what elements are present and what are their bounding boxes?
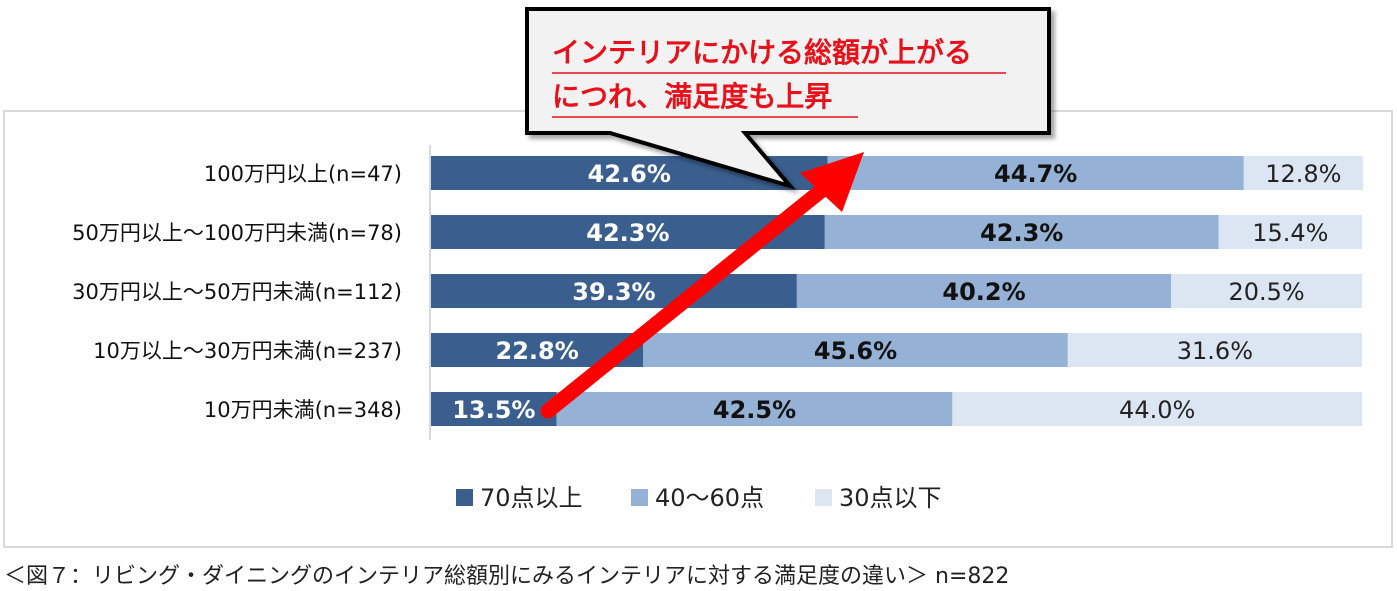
- bar-segment: [431, 392, 557, 426]
- bar-segment: [556, 392, 953, 426]
- legend-entry: 40〜60点: [655, 484, 764, 512]
- legend-entry: 70点以上: [480, 484, 583, 512]
- stacked-bar-chart: 100万円以上(n=47) 50万円以上〜100万円未満(n=78) 30万円以上〜…: [72, 7, 1363, 512]
- category-label: 100万円以上(n=47): [204, 162, 402, 186]
- legend-swatch: [456, 489, 473, 506]
- bar-segment: [1218, 215, 1362, 249]
- data-label: 45.6%: [814, 337, 897, 365]
- bar-segment: [1171, 274, 1362, 308]
- data-label: 15.4%: [1252, 219, 1328, 247]
- data-label: 39.3%: [572, 278, 655, 306]
- trend-arrow-head: [800, 152, 864, 212]
- data-label: 12.8%: [1265, 160, 1341, 188]
- figure-caption: ＜図７：リビング・ダイニングのインテリア総額別にみるインテリアに対する満足度の違…: [4, 564, 1010, 589]
- category-label: 50万円以上〜100万円未満(n=78): [72, 221, 402, 245]
- bar-segment: [827, 156, 1244, 190]
- data-label: 22.8%: [496, 337, 579, 365]
- callout-text-line-2: につれ、満足度も上昇: [552, 80, 832, 113]
- legend-swatch: [815, 489, 832, 506]
- bar-segment: [643, 333, 1068, 367]
- bar-segment: [824, 215, 1219, 249]
- bar-segment: [796, 274, 1172, 308]
- category-label: 10万円未満(n=348): [204, 398, 402, 422]
- bar-segment: [431, 274, 797, 308]
- legend-swatch: [631, 489, 648, 506]
- data-label: 44.0%: [1119, 396, 1195, 424]
- data-label: 40.2%: [942, 278, 1025, 306]
- legend-entry: 30点以下: [839, 484, 942, 512]
- bar-segment: [1243, 156, 1363, 190]
- callout-bubble: [525, 7, 1051, 190]
- data-label: 42.5%: [713, 396, 796, 424]
- bar-segment: [1067, 333, 1362, 367]
- bar-segment: [952, 392, 1362, 426]
- data-label: 13.5%: [452, 396, 535, 424]
- trend-arrow-shaft: [540, 182, 830, 419]
- data-label: 42.3%: [980, 219, 1063, 247]
- callout-text-line-1: インテリアにかける総額が上がる: [552, 36, 972, 69]
- category-label: 10万以上〜30万円未満(n=237): [93, 339, 402, 363]
- data-label: 42.6%: [588, 160, 671, 188]
- data-label: 42.3%: [586, 219, 669, 247]
- category-label: 30万円以上〜50万円未満(n=112): [72, 280, 402, 304]
- data-label: 20.5%: [1228, 278, 1304, 306]
- data-label: 44.7%: [994, 160, 1077, 188]
- data-label: 31.6%: [1177, 337, 1253, 365]
